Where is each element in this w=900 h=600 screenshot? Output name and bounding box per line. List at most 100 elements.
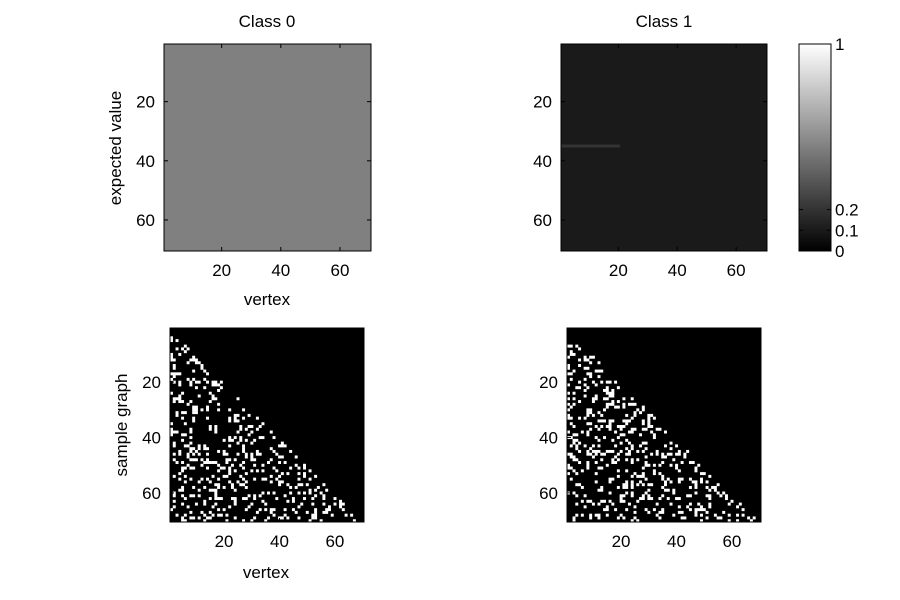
edge-cell [652,472,656,476]
edge-cell [242,483,246,487]
edge-cell [206,458,209,462]
edge-cell [214,494,218,498]
edge-cell [181,416,185,420]
edge-cell [666,497,670,501]
edge-cell [333,497,337,501]
edge-cell [211,383,215,387]
edge-cell [700,505,703,509]
edge-cell [186,444,190,448]
edge-cell [170,336,173,340]
edge-cell [225,458,229,462]
edge-cell [283,444,287,448]
edge-cell [230,463,234,467]
edge-cell [272,436,276,440]
edge-cell [267,516,270,520]
edge-cell [255,427,259,431]
x-tick-label: 60 [330,261,349,280]
x-tick-label: 20 [215,532,234,551]
edge-cell [633,411,637,415]
edge-cell [594,425,598,428]
edge-cell [700,480,703,484]
edge-cell [569,436,573,440]
edge-cell [333,502,337,506]
edge-cell [233,497,237,501]
edge-cell [228,444,232,448]
edge-cell [183,480,187,484]
edge-cell [219,380,223,384]
edge-cell [192,458,196,462]
edge-cell [605,505,609,509]
edge-cell [600,499,604,503]
edge-cell [594,461,598,464]
edge-cell [591,444,595,448]
edge-cell [680,510,684,514]
edge-cell [569,455,573,459]
edge-cell [580,469,584,473]
edge-cell [194,408,198,412]
y-axis-label-class-0: expected value [106,91,125,205]
colorbar-gradient [798,43,832,252]
edge-cell [330,513,334,517]
edge-cell [619,449,623,453]
edge-cell [203,386,207,390]
edge-cell [572,433,576,437]
edge-cell [253,458,257,462]
edge-cell [178,472,182,476]
edge-cell [589,452,593,456]
edge-cell [641,466,645,470]
edge-cell [192,452,196,456]
edge-cell [619,499,623,503]
edge-cell [189,358,193,362]
edge-cell [661,455,665,459]
edge-cell [250,458,254,462]
colorbar-tick-label: 1 [835,35,844,54]
edge-cell [644,491,648,495]
edge-cell [194,449,198,453]
axes-frame-sample-1 [566,327,762,523]
edge-cell [708,488,712,492]
edge-cell [175,461,179,464]
colorbar: 0 0.10.2 1 [798,35,859,261]
edge-cell [622,425,626,428]
edge-cell [661,494,665,498]
edge-cell [616,469,620,473]
edge-cell [583,394,587,398]
edge-cell [569,372,573,376]
edge-cell [722,491,726,495]
edge-cell [341,502,345,506]
edge-cell [569,350,573,354]
edge-cell [178,452,182,456]
edge-cell [172,494,176,498]
edge-cell [211,397,215,401]
edge-cell [736,513,740,517]
edge-cell [322,502,326,506]
edge-cell [578,380,582,384]
edge-cell [622,483,626,487]
edge-cell [208,425,212,428]
edge-cell [677,469,681,473]
edge-cell [683,452,687,456]
edge-cell [605,463,609,467]
edge-cell [228,419,232,423]
edge-cell [591,449,595,453]
edge-cell [206,447,209,451]
edge-cell [603,499,606,503]
edge-cell [170,391,173,395]
edge-cell [741,513,745,517]
edge-cell [583,355,587,359]
edge-cell [194,358,198,362]
edge-cell [611,391,615,395]
edge-cell [278,461,282,464]
edge-cell [650,413,654,417]
edge-cell [569,377,573,381]
edge-cell [286,472,290,476]
edge-cell [247,433,251,437]
edge-cell [278,480,282,484]
x-tick-label: 40 [668,261,687,280]
edge-cell [655,449,659,453]
edge-cell [239,436,243,440]
edge-cell [339,499,343,503]
edge-cell [303,474,306,478]
edge-cell [203,502,207,506]
edge-cell [691,480,695,484]
